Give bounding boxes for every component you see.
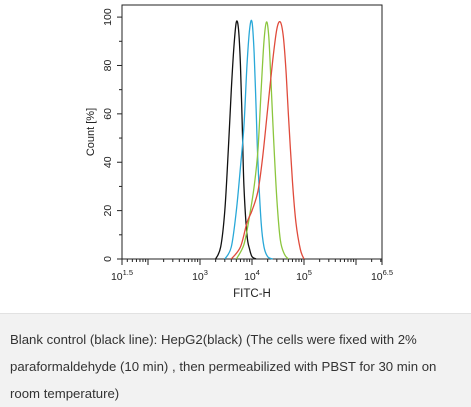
y-axis: 0 20 40 60 80 100: [102, 8, 122, 262]
x-axis: 101.5 103 104 105 106.5: [111, 259, 393, 283]
figure-panel: 0 20 40 60 80 100 101.5 103 104 105 106.5 Count […: [0, 0, 471, 313]
histogram-chart: 0 20 40 60 80 100 101.5 103 104 105 106.5 Count […: [85, 4, 393, 300]
y-axis-label: Count [%]: [85, 108, 97, 156]
series-line-3: [235, 21, 289, 260]
x-axis-label: FITC-H: [233, 288, 271, 300]
y-tick-label: 60: [102, 108, 114, 120]
y-tick-label: 40: [102, 156, 114, 168]
x-tick-label: 106.5: [371, 268, 393, 283]
series-line-1: [215, 20, 257, 260]
y-tick-label: 0: [102, 256, 114, 262]
x-tick-label: 103: [192, 268, 208, 283]
y-tick-label: 80: [102, 59, 114, 71]
y-tick-label: 100: [102, 8, 114, 26]
series-line-2: [224, 19, 273, 260]
plot-frame: [121, 4, 383, 260]
series-line-4: [230, 20, 305, 260]
x-tick-label: 105: [296, 268, 312, 283]
x-tick-label: 104: [244, 268, 260, 283]
x-tick-label: 101.5: [111, 268, 133, 283]
figure-caption: Blank control (black line): HepG2(black)…: [0, 313, 471, 405]
series-layer: [215, 19, 305, 260]
y-tick-label: 20: [102, 205, 114, 217]
